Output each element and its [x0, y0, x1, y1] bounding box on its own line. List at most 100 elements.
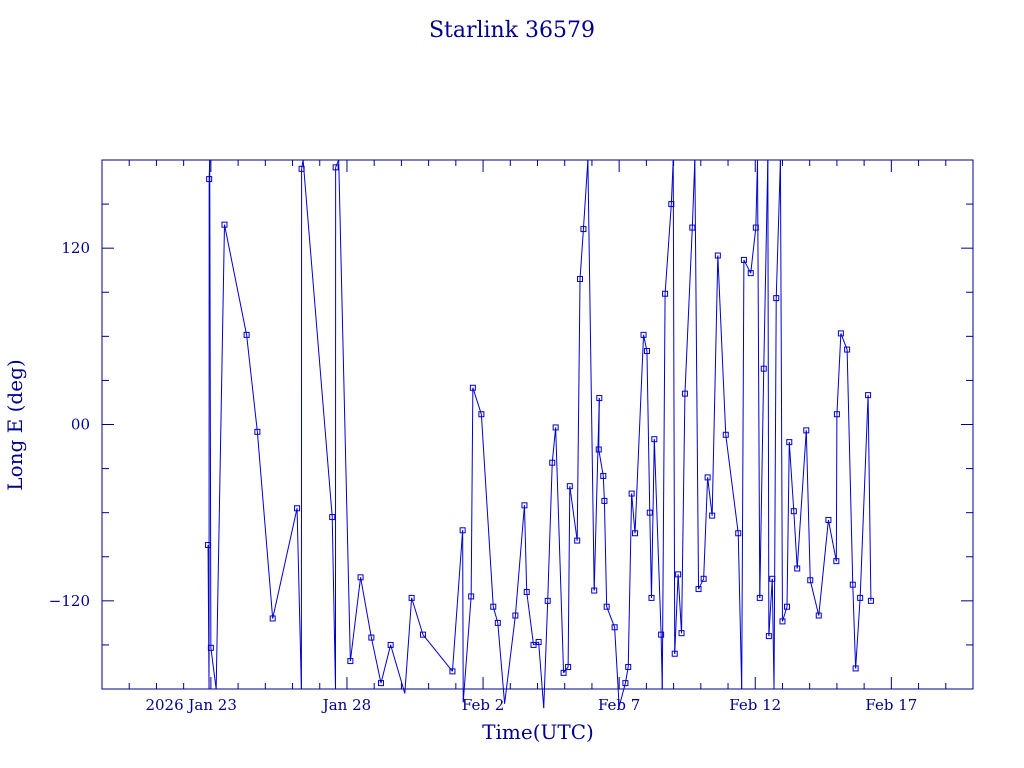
series-segment	[587, 159, 595, 591]
series-segment	[331, 517, 336, 690]
data-point	[490, 603, 497, 610]
data-point	[658, 631, 665, 638]
data-point	[622, 680, 629, 687]
series-segment	[514, 505, 525, 616]
data-point	[603, 603, 610, 610]
data-point	[347, 658, 354, 665]
x-axis-label: Time(UTC)	[482, 720, 594, 744]
series-segment	[480, 414, 494, 607]
data-point	[773, 295, 780, 302]
series-segment	[725, 434, 739, 534]
series-segment	[547, 462, 553, 601]
data-point	[794, 565, 801, 572]
y-tick-label: 120	[61, 239, 90, 257]
series-segment	[835, 414, 838, 562]
data-point	[844, 346, 851, 353]
data-point	[596, 395, 603, 402]
series-segment	[768, 578, 773, 637]
series-segment	[750, 227, 757, 274]
data-point	[580, 226, 587, 233]
data-point	[512, 612, 519, 619]
data-point	[221, 221, 228, 228]
data-point	[595, 446, 602, 453]
data-point	[565, 663, 572, 670]
series-segment	[634, 334, 645, 534]
series-segment	[606, 606, 616, 628]
series-segment	[717, 255, 727, 435]
data-point	[865, 392, 872, 399]
series-segment	[360, 577, 372, 638]
data-point	[254, 428, 261, 435]
series-segment	[788, 442, 795, 512]
data-point	[646, 509, 653, 516]
data-point	[205, 541, 212, 548]
data-point	[523, 589, 530, 596]
data-point	[671, 650, 678, 657]
data-point	[807, 577, 814, 584]
data-point	[695, 586, 702, 593]
data-point	[294, 505, 301, 512]
series-segment	[836, 333, 842, 415]
data-point	[837, 330, 844, 337]
series-segment	[775, 159, 781, 299]
data-point	[790, 508, 797, 515]
series-segment	[462, 530, 464, 703]
data-point	[756, 594, 763, 601]
series-segment	[672, 159, 676, 654]
data-point	[332, 164, 339, 171]
y-axis-label: Long E (deg)	[3, 359, 27, 490]
data-point	[825, 517, 832, 524]
series-segment	[411, 597, 424, 635]
plot-frame	[101, 159, 974, 690]
series-segment	[767, 159, 770, 637]
series-segment	[603, 500, 608, 607]
series-segment	[390, 644, 406, 694]
data-point	[803, 427, 810, 434]
y-tick-label: 00	[71, 416, 90, 434]
series-segment	[272, 508, 298, 619]
data-point	[329, 514, 336, 521]
series-segment	[538, 641, 545, 709]
data-point	[377, 680, 384, 687]
series-segment	[737, 533, 743, 690]
data-point	[449, 668, 456, 675]
data-point	[852, 665, 859, 672]
series-segment	[567, 486, 571, 667]
series-segment	[338, 159, 351, 662]
series-segment	[867, 395, 872, 601]
data-point	[700, 575, 707, 582]
series-segment	[569, 486, 578, 541]
data-point	[628, 490, 635, 497]
series-segment	[759, 368, 765, 598]
data-point	[769, 575, 776, 582]
data-point	[207, 644, 214, 651]
x-tick-label: Feb 2	[462, 696, 504, 714]
data-point	[566, 483, 573, 490]
series-segment	[523, 505, 528, 593]
data-point	[709, 512, 716, 519]
data-point	[668, 201, 675, 208]
data-point	[408, 594, 415, 601]
series-segment	[504, 615, 516, 704]
data-point	[662, 290, 669, 297]
data-point	[747, 270, 754, 277]
chart-title: Starlink 36579	[429, 18, 595, 43]
data-point	[387, 641, 394, 648]
data-point	[815, 612, 822, 619]
data-point	[574, 537, 581, 544]
series-segment	[793, 511, 798, 569]
series-segment	[526, 591, 535, 645]
data-point	[611, 624, 618, 631]
data-point	[535, 638, 542, 645]
series-segment	[796, 430, 807, 569]
x-tick-label: Jan 28	[321, 696, 371, 714]
series-segment	[674, 574, 679, 654]
data-point	[469, 384, 476, 391]
series-layer	[205, 159, 874, 709]
data-point	[544, 597, 551, 604]
data-point	[765, 633, 772, 640]
series-segment	[579, 229, 584, 280]
data-point	[625, 663, 632, 670]
